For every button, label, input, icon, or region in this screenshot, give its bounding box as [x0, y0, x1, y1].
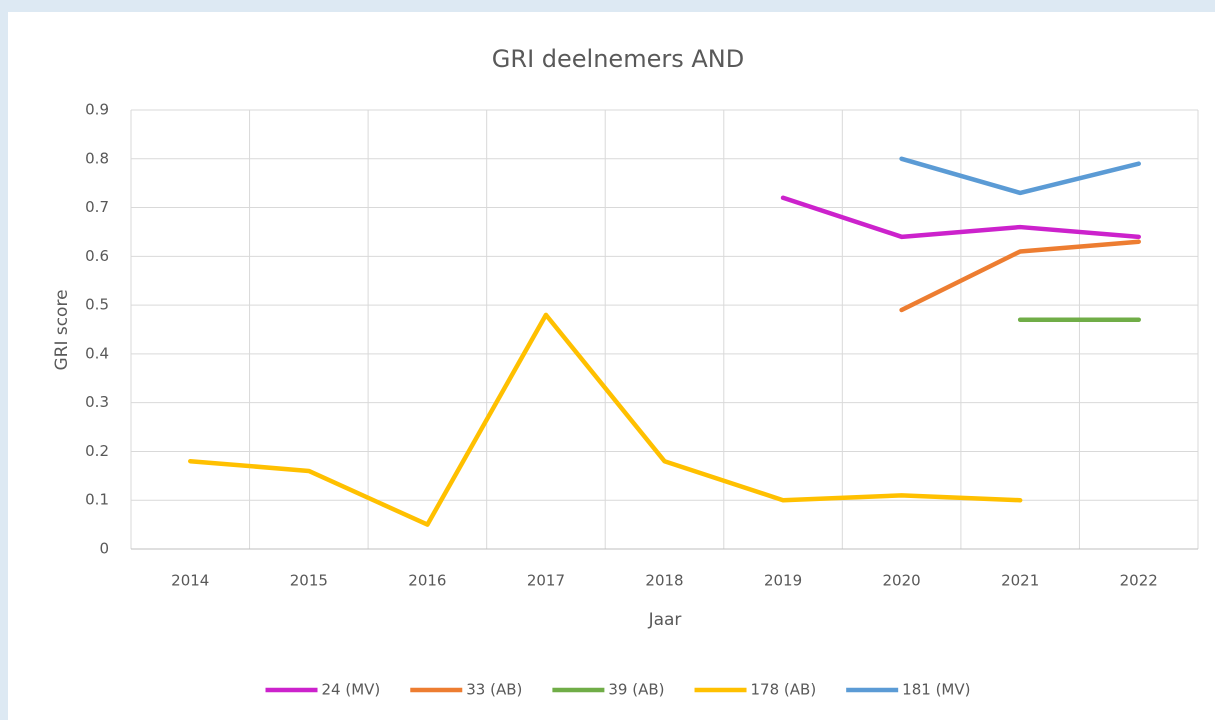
x-axis-label: Jaar: [648, 610, 682, 630]
y-tick-label: 0.2: [85, 442, 109, 460]
y-tick-label: 0.4: [85, 344, 109, 362]
series-line: [780, 195, 1141, 240]
x-tick-label: 2022: [1120, 572, 1158, 590]
legend-label: 33 (AB): [466, 681, 522, 699]
series-line: [899, 239, 1141, 313]
series-line: [899, 156, 1141, 196]
x-tick-label: 2019: [764, 572, 802, 590]
y-tick-label: 0.3: [85, 393, 109, 411]
chart-title: GRI deelnemers AND: [492, 45, 744, 73]
legend-label: 24 (MV): [322, 681, 381, 699]
legend-label: 181 (MV): [902, 681, 970, 699]
y-tick-label: 0.5: [85, 296, 109, 314]
x-tick-label: 2021: [1001, 572, 1039, 590]
y-axis-label: GRI score: [52, 289, 72, 370]
x-tick-label: 2016: [408, 572, 446, 590]
y-tick-label: 0.8: [85, 149, 109, 167]
y-tick-label: 0.9: [85, 101, 109, 119]
y-tick-label: 0.1: [85, 491, 109, 509]
legend-label: 178 (AB): [751, 681, 817, 699]
y-tick-label: 0.7: [85, 198, 109, 216]
x-tick-label: 2015: [290, 572, 328, 590]
y-tick-label: 0.6: [85, 247, 109, 265]
y-tick-label: 0: [99, 540, 109, 558]
x-tick-label: 2020: [883, 572, 921, 590]
x-tick-label: 2017: [527, 572, 565, 590]
x-tick-label: 2014: [171, 572, 209, 590]
legend-label: 39 (AB): [608, 681, 664, 699]
x-tick-label: 2018: [645, 572, 683, 590]
chart-panel: [8, 12, 1215, 720]
series-line: [188, 312, 1023, 527]
